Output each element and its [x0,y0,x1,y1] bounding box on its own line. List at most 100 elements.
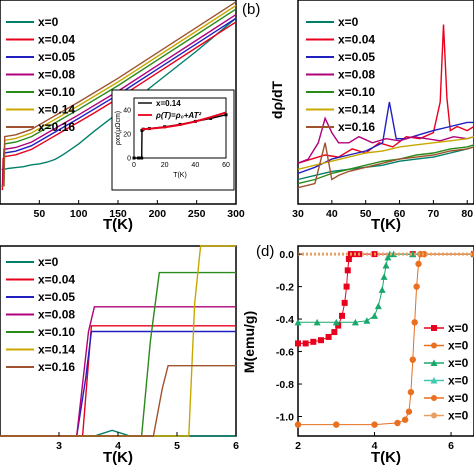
line-series-c [0,330,236,437]
line-series-c [0,245,236,437]
panel-b-frame [297,0,474,205]
legend-c-label: x=0.08 [38,308,75,322]
panel-label-b: (b) [242,1,260,18]
marker-circle [421,250,428,258]
line-series-c [0,365,236,437]
x-axis-label-c: T(K) [103,449,133,466]
line-series-b [297,146,474,181]
inset-legend-label: x=0.14 [156,99,181,108]
line-series-c [0,271,236,437]
marker-circle [371,421,378,428]
legend-d-label: x=0 [448,374,469,388]
marker-square [339,312,345,319]
marker-square [325,333,332,340]
marker-circle [409,356,416,363]
legend-b-label: x=0 [338,15,359,29]
marker-triangle [371,312,379,319]
x-axis-label-b: T(K) [371,216,401,233]
marker-circle [333,421,340,428]
x-axis-b-tick-label: 40 [326,208,338,220]
y-axis-d-tick-label: -1.0 [276,412,294,424]
chart-marks [0,1,474,437]
marker-circle [407,388,415,396]
marker-triangle [374,302,382,310]
marker-circle [470,250,474,258]
legend-d-label: x=0 [448,339,469,353]
inset-x-tick-label: 20 [161,162,169,169]
legend-b-label: x=0.08 [338,68,375,82]
marker-square [335,322,342,329]
inset-plot-area [133,97,227,159]
marker-triangle [351,318,359,326]
legend-a-label: x=0 [38,15,59,29]
legend-b-label: x=0.05 [338,50,375,64]
marker-square [343,283,350,290]
legend-d-marker [430,377,438,384]
legend-c-label: x=0.04 [38,273,75,287]
marker-circle [411,319,418,326]
marker-triangle [382,261,390,269]
x-axis-d-tick-label: 2 [295,440,301,452]
legend-a-label: x=0.08 [38,68,75,82]
legend-a-label: x=0.05 [38,50,75,64]
x-axis-b-tick-label: 30 [292,208,304,220]
marker-circle [294,421,302,428]
legend-b-label: x=0.16 [338,120,375,134]
marker-triangle [363,317,371,324]
inset-y-tick-label: 40 [123,108,131,115]
x-axis-b-tick-label: 70 [428,208,440,220]
legend-d-marker [430,359,438,366]
x-axis-a-tick-label: 100 [70,208,88,220]
legend-d-marker [431,325,437,331]
inset-y-tick-label: 0 [127,156,131,163]
legend-a-label: x=0.10 [38,85,75,99]
marker-triangle [313,318,321,326]
inset-data-point [224,113,228,117]
marker-square [344,267,351,274]
legend-d-label: x=0 [448,321,469,335]
inset-x-axis-label: T(K) [173,172,187,179]
y-axis-label-b: dρ/dT [269,80,285,119]
marker-triangle [378,286,386,293]
x-axis-a-tick-label: 300 [227,208,245,220]
inset-data-point [140,156,144,160]
inset-fit-line [141,111,227,131]
marker-square [317,337,324,344]
chart-labels: 50 100 150 200 250 300T(K)x=0x=0.04x=0.05x=0.… [6,1,473,466]
inset-y-axis-label: ρxx(μΩcm) [115,111,122,145]
x-axis-label-a: T(K) [103,216,133,233]
x-axis-label-d: T(K) [371,449,401,466]
y-axis-label-d: M(emu/g) [241,311,257,373]
marker-circle [401,416,409,423]
legend-d-label: x=0 [448,409,469,423]
marker-circle [415,260,422,268]
marker-triangle [332,318,340,326]
x-axis-b-tick-label: 50 [360,208,372,220]
legend-c-label: x=0.05 [38,290,75,304]
inset-x-tick-label: 60 [222,162,230,169]
marker-square [302,340,309,347]
marker-triangle [380,273,388,280]
marker-circle [394,419,401,427]
x-axis-d-tick-label: 6 [448,440,454,452]
marker-circle [413,283,420,290]
legend-c-label: x=0.14 [38,343,75,357]
marker-triangle [294,318,302,326]
inset-x-tick-label: 40 [191,162,199,169]
legend-d-label: x=0 [448,356,469,370]
inset-data-point [137,156,141,160]
x-axis-b-tick-label: 60 [394,208,406,220]
x-axis-b-tick-label: 80 [461,208,473,220]
inset-panel [111,89,235,191]
x-axis-a-tick-label: 200 [149,208,167,220]
inset-data-point [132,156,136,160]
marker-square [341,299,348,306]
y-axis-d-tick-label: -0.6 [276,347,294,359]
line-series-a [1,1,237,187]
marker-square [345,255,352,262]
inset-y-tick-label: 20 [123,132,131,139]
x-axis-d-tick-label: 4 [372,440,378,452]
line-series-b [297,101,474,175]
legend-d-marker [431,342,437,349]
